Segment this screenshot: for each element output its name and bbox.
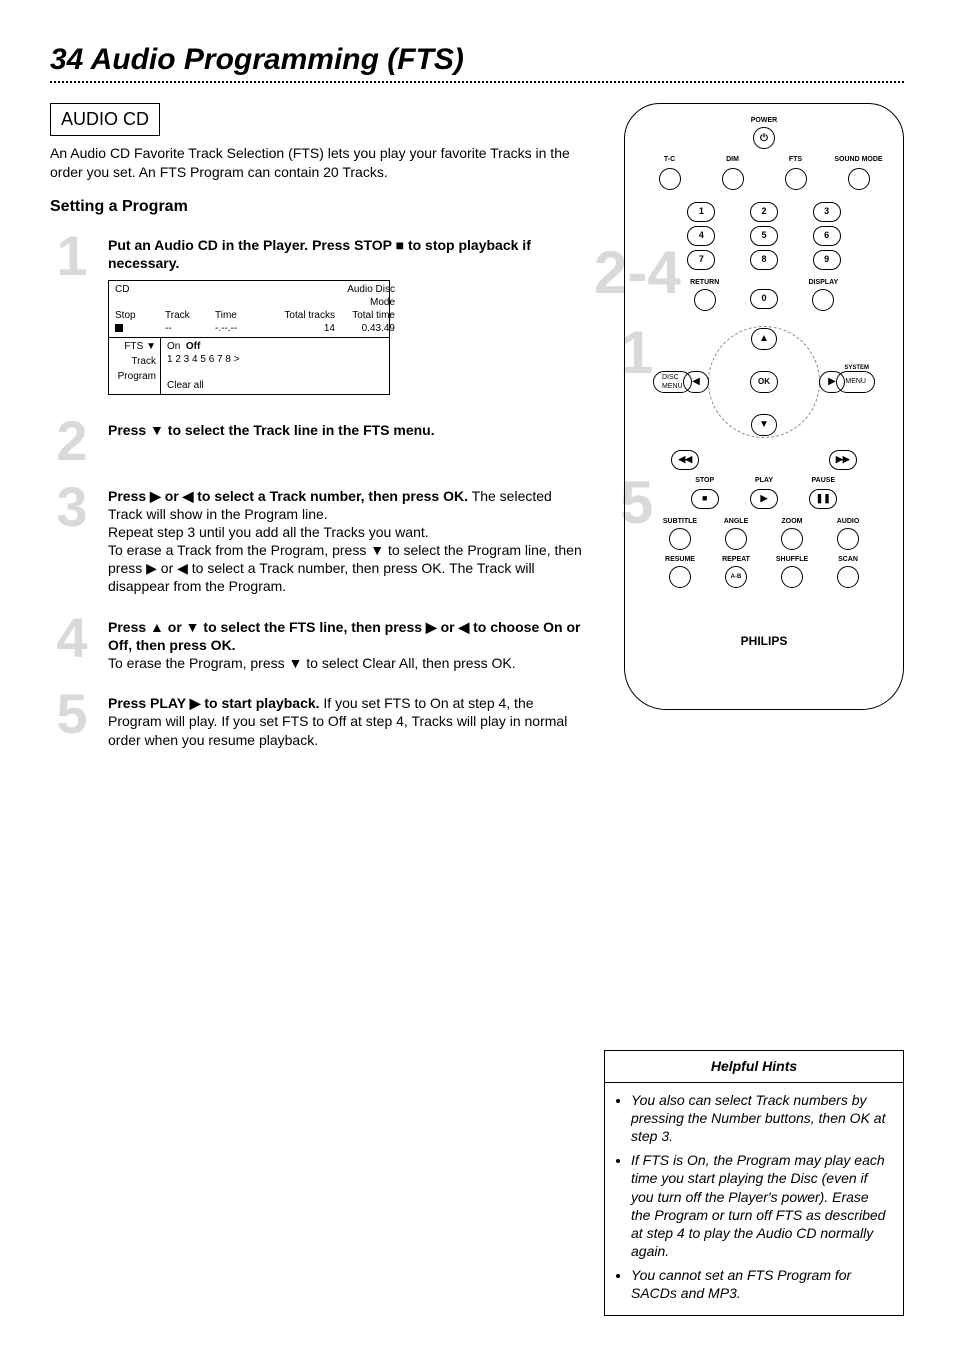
cd-cell: -- [165,322,215,335]
btn-label: DIM [702,155,763,164]
hints-title: Helpful Hints [605,1051,903,1082]
step-bold: Press PLAY ▶ to start playback. [108,695,320,711]
num-3-button[interactable]: 3 [813,202,841,222]
stop-button[interactable]: ■ [691,489,719,509]
cd-cell: Time [215,309,265,322]
num-7-button[interactable]: 7 [687,250,715,270]
btn-label: ZOOM [765,517,819,526]
btn-label: AUDIO [821,517,875,526]
play-label: PLAY [734,476,793,485]
step-2: 2 Press ▼ to select the Track line in th… [50,417,584,465]
num-2-button[interactable]: 2 [750,202,778,222]
scan-button[interactable] [837,566,859,588]
cd-label: Program [113,370,156,383]
subtitle-button[interactable] [669,528,691,550]
repeat-ab-button[interactable]: A-B [725,566,747,588]
cd-cell: CD [115,283,165,309]
ok-button[interactable]: OK [750,371,778,393]
btn-label: T-C [639,155,700,164]
btn-label: REPEAT [709,555,763,564]
step-number: 4 [50,614,94,673]
audio-button[interactable] [837,528,859,550]
nav-down-button[interactable]: ▼ [751,414,777,436]
cd-display: CD Audio Disc Mode Stop Track Time Total… [108,280,390,395]
resume-button[interactable] [669,566,691,588]
cd-cell: Total tracks [265,309,335,322]
num-9-button[interactable]: 9 [813,250,841,270]
prev-button[interactable]: ◀◀ [671,450,699,470]
step-bold: Put an Audio CD in the Player. Press STO… [108,237,531,271]
cd-cell: Stop [115,309,165,322]
num-1-button[interactable]: 1 [687,202,715,222]
stop-icon [115,324,123,332]
step-text: To erase the Program, press ▼ to select … [108,655,516,671]
power-label: POWER [639,116,889,125]
num-4-button[interactable]: 4 [687,226,715,246]
cd-cell: 0.43.49 [335,322,395,335]
btn-label: SOUND MODE [828,155,889,164]
display-label: DISPLAY [794,278,853,287]
next-button[interactable]: ▶▶ [829,450,857,470]
step-4: 4 Press ▲ or ▼ to select the FTS line, t… [50,614,584,673]
zoom-button[interactable] [781,528,803,550]
pause-label: PAUSE [794,476,853,485]
num-6-button[interactable]: 6 [813,226,841,246]
tc-button[interactable] [659,168,681,190]
return-button[interactable] [694,289,716,311]
step-number: 5 [50,690,94,749]
sound-mode-button[interactable] [848,168,870,190]
step-bold: Press ▼ to select the Track line in the … [108,422,435,438]
section-label: AUDIO CD [50,103,160,136]
cd-label: Track [113,355,156,368]
fts-button[interactable] [785,168,807,190]
cd-cell: Audio Disc Mode [335,283,395,309]
btn-label: SHUFFLE [765,555,819,564]
pause-button[interactable]: ❚❚ [809,489,837,509]
nav-right-button[interactable]: ▶ [819,371,845,393]
step-bold: Press ▶ or ◀ to select a Track number, t… [108,488,468,504]
hint-item: You cannot set an FTS Program for SACDs … [631,1266,891,1302]
btn-label: SUBTITLE [653,517,707,526]
return-label: RETURN [675,278,734,287]
step-1: 1 Put an Audio CD in the Player. Press S… [50,232,584,399]
cd-value: Clear all [167,379,383,392]
btn-label: FTS [765,155,826,164]
intro-text: An Audio CD Favorite Track Selection (FT… [50,144,584,180]
hint-item: You also can select Track numbers by pre… [631,1091,891,1146]
display-button[interactable] [812,289,834,311]
cd-value: 1 2 3 4 5 6 7 8 > [167,353,383,366]
cd-label: FTS [124,341,143,352]
nav-left-button[interactable]: ◀ [683,371,709,393]
power-button[interactable]: ⏻ [753,127,775,149]
page-title: 34 Audio Programming (FTS) [50,40,904,79]
cd-cell: Total time [335,309,395,322]
nav-up-button[interactable]: ▲ [751,328,777,350]
angle-button[interactable] [725,528,747,550]
hint-item: If FTS is On, the Program may play each … [631,1151,891,1260]
num-8-button[interactable]: 8 [750,250,778,270]
cd-cell: -.--.-- [215,322,265,335]
step-number: 3 [50,483,94,596]
step-number: 2 [50,417,94,465]
brand-label: PHILIPS [639,634,889,650]
helpful-hints: Helpful Hints You also can select Track … [604,1050,904,1315]
subheading: Setting a Program [50,197,584,218]
play-button[interactable]: ▶ [750,489,778,509]
dim-button[interactable] [722,168,744,190]
btn-label: RESUME [653,555,707,564]
btn-label: SCAN [821,555,875,564]
step-3: 3 Press ▶ or ◀ to select a Track number,… [50,483,584,596]
cd-cell: 14 [265,322,335,335]
shuffle-button[interactable] [781,566,803,588]
btn-label: ANGLE [709,517,763,526]
num-5-button[interactable]: 5 [750,226,778,246]
remote-diagram: 2-4 1 5 POWER ⏻ T-C DIM FTS SOUND MODE [604,103,904,710]
step-bold: Press ▲ or ▼ to select the FTS line, the… [108,619,580,653]
num-0-button[interactable]: 0 [750,289,778,309]
step-5: 5 Press PLAY ▶ to start playback. If you… [50,690,584,749]
divider [50,81,904,83]
cd-cell: Track [165,309,215,322]
stop-label: STOP [675,476,734,485]
step-number: 1 [50,232,94,399]
